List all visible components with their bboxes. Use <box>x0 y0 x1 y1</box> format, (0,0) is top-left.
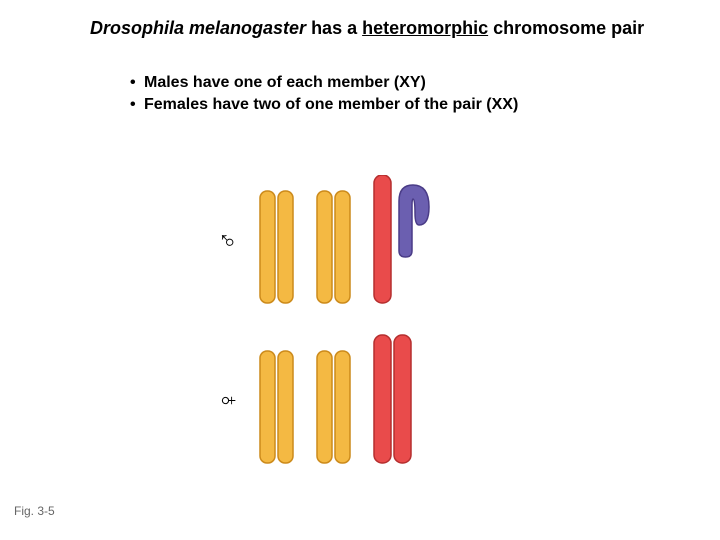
bullet-dot-icon: • <box>130 72 140 94</box>
bullet-text: Males have one of each member (XY) <box>144 72 426 94</box>
chromosome-diagram: ♂ ♀ <box>200 175 540 495</box>
chromosome-svg <box>200 175 540 495</box>
bullet-dot-icon: • <box>130 94 140 116</box>
bullet-item: • Males have one of each member (XY) <box>130 72 518 94</box>
title-end: chromosome pair <box>488 18 644 38</box>
title-italic: Drosophila melanogaster <box>90 18 306 38</box>
figure-label: Fig. 3-5 <box>14 504 55 518</box>
title-underline: heteromorphic <box>362 18 488 38</box>
female-symbol-icon: ♀ <box>212 391 243 411</box>
male-symbol-icon: ♂ <box>212 231 243 251</box>
bullet-list: • Males have one of each member (XY) • F… <box>130 72 518 117</box>
bullet-text: Females have two of one member of the pa… <box>144 94 518 116</box>
title-mid: has a <box>306 18 362 38</box>
bullet-item: • Females have two of one member of the … <box>130 94 518 116</box>
page-title: Drosophila melanogaster has a heteromorp… <box>90 18 690 39</box>
